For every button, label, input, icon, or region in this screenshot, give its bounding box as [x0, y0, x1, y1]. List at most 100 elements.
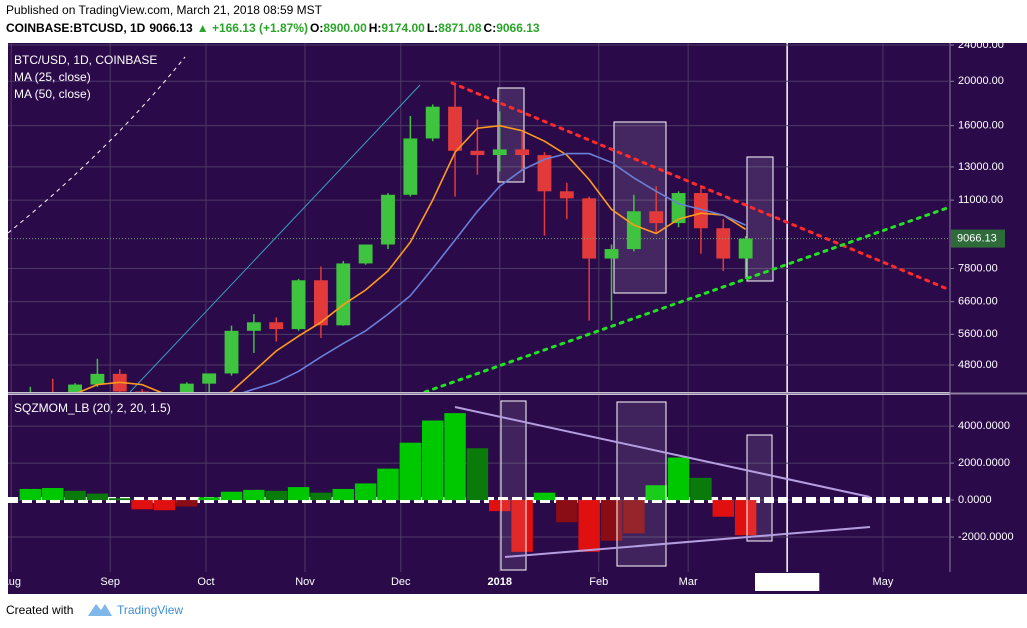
- published-line: Published on TradingView.com, March 21, …: [6, 3, 323, 17]
- y-tick-label: 11000.00: [958, 194, 1003, 206]
- quote-text: ▲ +166.13 (+1.87%): [197, 21, 308, 35]
- y-tick-label: 7800.00: [958, 262, 998, 274]
- candle-body: [537, 155, 552, 192]
- y-tick-label: 0.0000: [958, 494, 992, 506]
- candle-body: [90, 373, 105, 385]
- quote-text: 8900.00: [323, 21, 367, 35]
- price-axis: [950, 43, 1027, 572]
- momentum-bar: [153, 500, 176, 511]
- momentum-bar: [19, 488, 42, 501]
- candle-body: [716, 228, 731, 259]
- candle-body: [738, 238, 753, 259]
- legend-entry: MA (50, close): [14, 87, 91, 101]
- momentum-bar: [533, 492, 556, 501]
- quote-text: C:: [484, 21, 497, 35]
- quote-text: L:: [427, 21, 438, 35]
- y-tick-label: 2000.0000: [958, 457, 1010, 469]
- candle-body: [224, 330, 239, 374]
- momentum-bar: [377, 468, 399, 501]
- candle-body: [559, 191, 574, 199]
- momentum-bar: [332, 488, 355, 501]
- candle-body: [425, 106, 440, 139]
- candle-body: [448, 106, 462, 151]
- momentum-bar: [667, 457, 690, 501]
- last-price-box: [951, 229, 1005, 248]
- candle-body: [291, 280, 306, 330]
- logo-mark: [88, 604, 112, 616]
- support-line: [423, 205, 950, 392]
- momentum-drawings: [454, 400, 871, 571]
- candle-body: [202, 373, 217, 384]
- y-tick-label: 6600.00: [958, 296, 998, 308]
- x-tick-label: Sep: [100, 576, 120, 588]
- axes: 24000.00 20000.00 16000.00 13000.00 11000.00…: [950, 39, 1014, 543]
- quote-text: 9066.13: [496, 21, 540, 35]
- resistance-line: [450, 81, 950, 292]
- wedge-line: [504, 526, 871, 558]
- quote-text: 9174.00: [381, 21, 425, 35]
- momentum-bar: [690, 477, 712, 501]
- candle-body: [179, 383, 194, 392]
- y-tick-label: 20000.00: [958, 75, 1004, 87]
- momentum-bar: [511, 500, 533, 552]
- highlight-box: [497, 87, 525, 183]
- x-tick-label: Feb: [589, 576, 608, 588]
- momentum-bar: [64, 490, 86, 501]
- candle-body: [626, 211, 641, 250]
- momentum-bar: [734, 500, 757, 536]
- candle-body: [693, 193, 708, 229]
- x-tick-label: 2018-04-01: [759, 576, 815, 588]
- momentum-bar: [623, 500, 645, 534]
- x-tick-label: Oct: [197, 576, 214, 588]
- quote-text: COINBASE:BTCUSD, 1D: [6, 21, 146, 35]
- highlight-box: [746, 434, 773, 542]
- y-tick-label: 13000.00: [958, 161, 1004, 173]
- y-tick-label: 4000.0000: [958, 420, 1010, 432]
- y-tick-label: -2000.0000: [958, 531, 1014, 543]
- momentum-bar: [712, 500, 735, 517]
- momentum-bar: [310, 492, 332, 501]
- x-tick-highlight: [755, 573, 820, 591]
- price-grid: [8, 43, 950, 392]
- x-tick-label: Aug: [1, 576, 21, 588]
- highlight-box: [613, 121, 667, 294]
- momentum-bar: [198, 497, 220, 501]
- momentum-title: SQZMOM_LB (20, 2, 20, 1.5): [14, 401, 171, 415]
- candle-body: [358, 244, 373, 264]
- momentum-bar: [109, 498, 131, 501]
- quote-text: O:: [310, 21, 323, 35]
- momentum-bar: [444, 413, 466, 501]
- highlight-box: [500, 400, 527, 571]
- candle-body: [671, 193, 686, 224]
- highlight-box: [746, 156, 774, 282]
- price-drawings: [8, 56, 774, 392]
- candle-body: [582, 198, 597, 259]
- momentum-bar: [220, 491, 243, 501]
- logo: [88, 604, 112, 616]
- y-tick-label: 5600.00: [958, 328, 998, 340]
- candle-body: [246, 322, 261, 331]
- candle-body: [515, 149, 530, 156]
- candle-body: [403, 138, 418, 195]
- candle-body: [314, 280, 328, 326]
- momentum-bar: [489, 500, 511, 512]
- quote-text: H:: [369, 21, 382, 35]
- momentum-bar: [287, 487, 310, 501]
- moving-average: [242, 152, 746, 392]
- highlight-box: [616, 401, 667, 567]
- price-pane: [8, 43, 950, 392]
- footer-text: Created with: [6, 603, 73, 617]
- momentum-bar: [131, 500, 153, 510]
- footer-brand[interactable]: TradingView: [117, 603, 183, 617]
- momentum-bar: [86, 493, 109, 501]
- momentum-bar: [556, 500, 578, 523]
- price-trendlines: [423, 81, 950, 392]
- candle-body: [336, 263, 351, 326]
- x-tick-label: 2018: [488, 576, 512, 588]
- dashed-curve: [8, 56, 186, 234]
- y-tick-label: 16000.00: [958, 120, 1004, 132]
- candle-body: [604, 249, 619, 259]
- y-tick-label: 24000.00: [958, 39, 1004, 51]
